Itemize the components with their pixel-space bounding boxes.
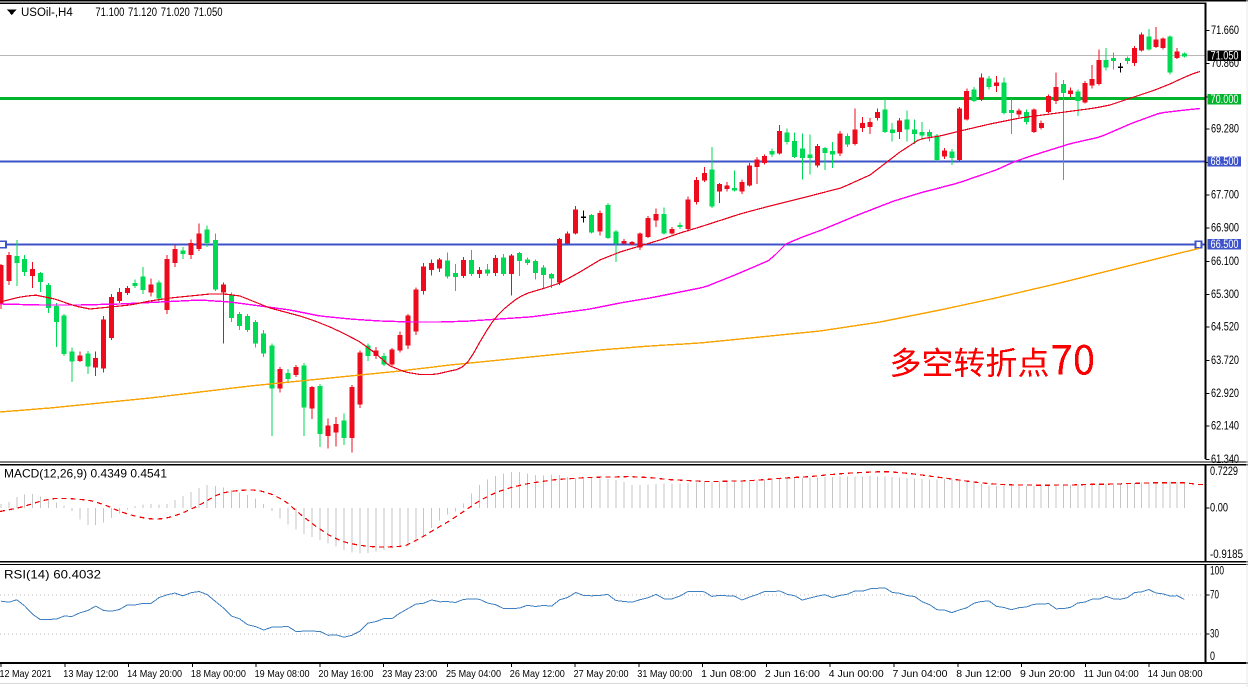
svg-text:18 May 00:00: 18 May 00:00 <box>191 668 246 680</box>
svg-text:66.500: 66.500 <box>1211 237 1239 251</box>
svg-text:70.000: 70.000 <box>1211 92 1239 106</box>
svg-text:30: 30 <box>1210 626 1219 640</box>
svg-text:0.00: 0.00 <box>1210 501 1228 515</box>
svg-text:63.720: 63.720 <box>1211 353 1239 367</box>
svg-text:71.020: 71.020 <box>161 7 190 19</box>
svg-text:65.300: 65.300 <box>1211 287 1239 301</box>
svg-text:100: 100 <box>1210 564 1224 578</box>
svg-text:13 May 12:00: 13 May 12:00 <box>63 668 118 680</box>
svg-text:11 Jun 04:00: 11 Jun 04:00 <box>1084 668 1139 680</box>
svg-text:12 May 2021: 12 May 2021 <box>0 668 52 680</box>
svg-text:4 Jun 00:00: 4 Jun 00:00 <box>829 668 884 680</box>
svg-text:27 May 20:00: 27 May 20:00 <box>574 668 629 680</box>
svg-text:71.100: 71.100 <box>95 7 124 19</box>
svg-text:RSI(14) 60.4032: RSI(14) 60.4032 <box>4 568 101 582</box>
svg-text:25 May 04:00: 25 May 04:00 <box>446 668 501 680</box>
svg-text:68.500: 68.500 <box>1211 154 1239 168</box>
svg-text:62.920: 62.920 <box>1211 386 1239 400</box>
svg-text:66.100: 66.100 <box>1211 254 1239 268</box>
svg-text:7 Jun 04:00: 7 Jun 04:00 <box>893 668 948 680</box>
svg-text:0.7229: 0.7229 <box>1210 464 1238 478</box>
svg-text:71.120: 71.120 <box>128 7 157 19</box>
svg-text:2 Jun 16:00: 2 Jun 16:00 <box>765 668 820 680</box>
svg-text:69.280: 69.280 <box>1211 122 1239 136</box>
svg-text:66.900: 66.900 <box>1211 221 1239 235</box>
svg-text:8 Jun 12:00: 8 Jun 12:00 <box>956 668 1011 680</box>
svg-text:1 Jun 08:00: 1 Jun 08:00 <box>701 668 756 680</box>
svg-text:MACD(12,26,9) 0.4349 0.4541: MACD(12,26,9) 0.4349 0.4541 <box>4 467 167 481</box>
svg-text:14 Jun 08:00: 14 Jun 08:00 <box>1148 668 1203 680</box>
svg-text:9 Jun 20:00: 9 Jun 20:00 <box>1020 668 1075 680</box>
svg-text:62.140: 62.140 <box>1211 419 1239 433</box>
svg-text:19 May 08:00: 19 May 08:00 <box>255 668 310 680</box>
svg-text:26 May 12:00: 26 May 12:00 <box>510 668 565 680</box>
svg-text:70: 70 <box>1210 587 1219 601</box>
svg-text:31 May 00:00: 31 May 00:00 <box>637 668 692 680</box>
svg-text:0: 0 <box>1210 649 1215 663</box>
svg-text:14 May 20:00: 14 May 20:00 <box>127 668 182 680</box>
svg-text:61.340: 61.340 <box>1211 452 1239 466</box>
svg-text:71.050: 71.050 <box>1211 48 1239 62</box>
svg-text:20 May 16:00: 20 May 16:00 <box>318 668 373 680</box>
svg-text:67.700: 67.700 <box>1211 187 1239 201</box>
svg-text:-0.9185: -0.9185 <box>1210 547 1243 561</box>
svg-text:71.050: 71.050 <box>194 7 223 19</box>
svg-text:23 May 23:00: 23 May 23:00 <box>382 668 437 680</box>
svg-text:64.520: 64.520 <box>1211 320 1239 334</box>
svg-text:USOil-,H4: USOil-,H4 <box>21 7 73 19</box>
svg-text:71.660: 71.660 <box>1211 23 1239 37</box>
